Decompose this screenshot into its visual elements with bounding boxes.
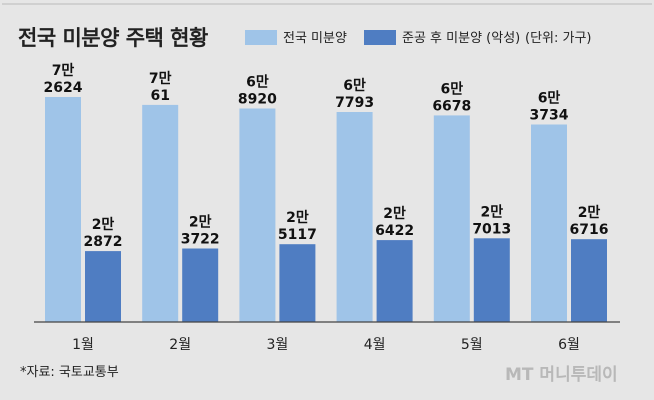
data-label-unit: 2만: [92, 217, 115, 233]
legend-swatch-total: [245, 30, 277, 45]
data-label-value: 2872: [84, 234, 123, 250]
data-label-unit: 6만: [538, 91, 561, 107]
data-label-unit: 2만: [189, 215, 212, 231]
source-note: *자료: 국토교통부: [20, 365, 119, 380]
data-label-value: 8920: [238, 92, 277, 108]
data-label-unit: 6만: [440, 81, 463, 97]
bar-total: [336, 112, 373, 322]
x-tick-label: 3월: [267, 337, 289, 353]
unit-label: (단위: 가구): [525, 31, 592, 46]
data-label-value: 3734: [530, 108, 569, 124]
data-label-value: 6716: [570, 222, 609, 238]
data-label-value: 5117: [278, 227, 317, 243]
data-label-unit: 2만: [286, 210, 309, 226]
x-tick-label: 5월: [461, 337, 483, 353]
legend-label-total: 전국 미분양: [283, 31, 347, 46]
x-tick-labels: 1월 2월 3월 4월 5월 6월: [72, 337, 580, 353]
data-label-unit: 2만: [383, 206, 406, 222]
bar-completed: [376, 240, 413, 322]
bars-group: 7만26242만28727만612만37226만89202만51176만7793…: [44, 63, 609, 323]
x-tick-label: 6월: [558, 337, 580, 353]
data-label-value: 6678: [432, 98, 471, 114]
data-label-value: 2624: [44, 80, 83, 96]
data-label-unit: 7만: [52, 63, 75, 79]
data-label-value: 61: [150, 88, 169, 104]
data-label-unit: 6만: [246, 75, 269, 91]
data-label-unit: 7만: [149, 71, 172, 87]
x-tick-label: 1월: [72, 337, 94, 353]
data-label-value: 6422: [375, 223, 414, 239]
bar-completed: [571, 239, 607, 322]
legend-swatch-completed: [364, 30, 396, 45]
bar-total: [433, 115, 470, 323]
data-label-unit: 6만: [343, 78, 366, 94]
x-tick-label: 2월: [169, 337, 191, 353]
data-label-value: 3722: [181, 232, 220, 248]
bar-total: [142, 104, 179, 323]
bar-total: [239, 108, 276, 322]
bar-completed: [473, 238, 510, 322]
chart-title: 전국 미분양 주택 현황: [18, 26, 208, 50]
data-label-value: 7793: [335, 95, 374, 111]
legend-label-completed: 준공 후 미분양 (악성): [402, 31, 520, 46]
data-label-value: 7013: [472, 221, 511, 237]
bar-completed: [279, 244, 316, 322]
data-label-unit: 2만: [578, 205, 601, 221]
x-tick-label: 4월: [364, 337, 386, 353]
bar-total: [531, 124, 567, 322]
watermark-logo: MT 머니투데이: [505, 365, 618, 385]
bar-total: [45, 97, 81, 322]
bar-completed: [85, 251, 121, 322]
data-label-unit: 2만: [480, 204, 503, 220]
bar-completed: [182, 248, 219, 322]
